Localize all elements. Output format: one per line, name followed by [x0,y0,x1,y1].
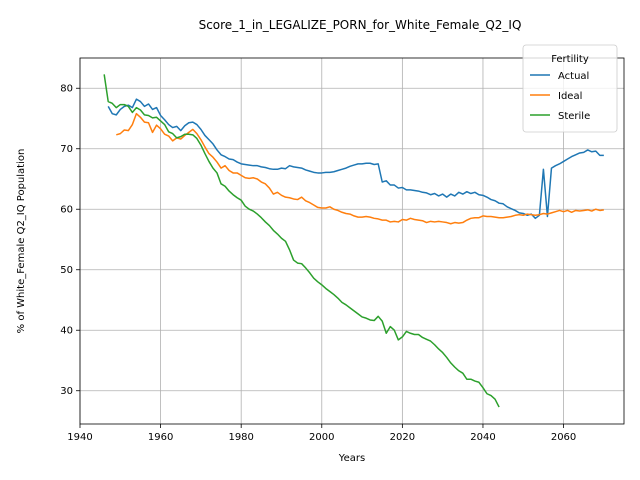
series-line-actual [107,98,604,220]
y-tick-label: 60 [60,205,73,216]
legend-label-ideal: Ideal [558,91,582,102]
x-tick-label: 2020 [390,432,415,443]
y-tick-label: 30 [60,386,73,397]
legend-label-sterile: Sterile [558,111,590,122]
y-tick-label: 80 [60,84,73,95]
x-tick-label: 2060 [551,432,576,443]
x-tick-label: 2000 [309,432,334,443]
x-axis-ticks: 1940 1960 1980 2000 2020 2040 2060 [67,424,576,443]
x-tick-label: 2040 [470,432,495,443]
legend-label-actual: Actual [558,71,589,82]
y-axis-ticks: 30 40 50 60 70 80 [60,84,80,397]
x-tick-label: 1980 [228,432,253,443]
legend-box [522,44,618,133]
x-tick-label: 1960 [148,432,173,443]
y-axis-label: % of White_Female Q2_IQ Population [16,149,27,334]
series-lines [103,74,604,408]
chart-title: Score_1_in_LEGALIZE_PORN_for_White_Femal… [199,18,522,32]
legend-entries: Actual Ideal Sterile [530,71,590,122]
y-tick-label: 40 [60,326,73,337]
series-line-ideal [116,112,604,225]
y-tick-label: 70 [60,144,73,155]
x-tick-label: 1940 [67,432,92,443]
plot-area-frame [79,57,625,425]
series-line-sterile [103,74,500,408]
x-axis-label: Years [338,453,365,464]
legend: Fertility Actual Ideal Sterile [522,44,618,133]
legend-title: Fertility [551,54,589,65]
y-tick-label: 50 [60,265,73,276]
